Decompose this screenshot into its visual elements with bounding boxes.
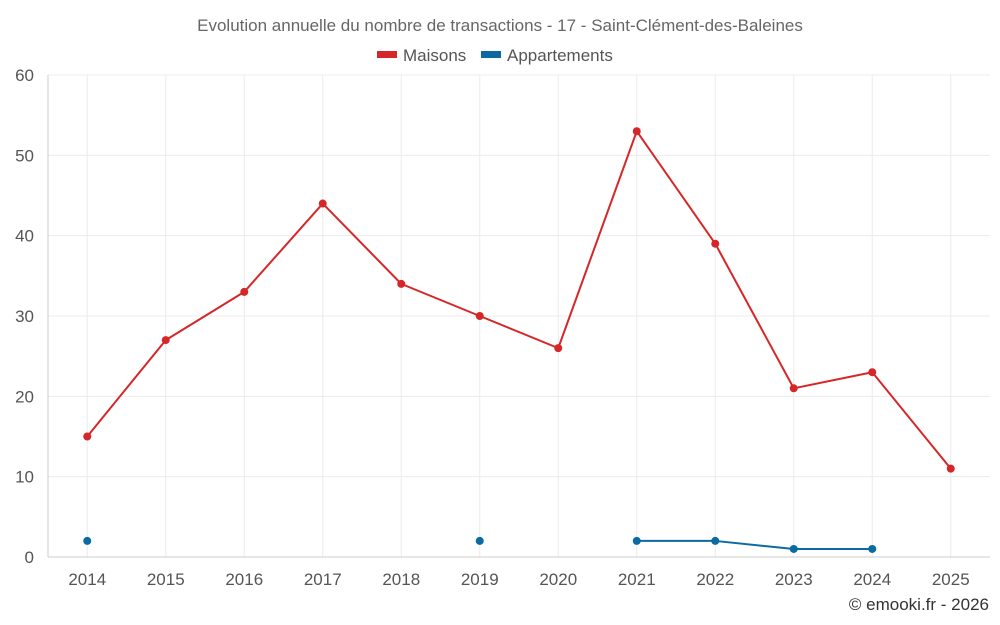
series-layer	[83, 127, 955, 553]
x-tick-label-2018: 2018	[382, 570, 420, 589]
x-tick-label-2025: 2025	[932, 570, 970, 589]
y-tick-label-60: 60	[15, 66, 34, 85]
legend-label-maisons: Maisons	[403, 46, 466, 65]
legend-swatch-maisons	[377, 51, 397, 58]
data-point-appartements-2014	[83, 536, 92, 545]
data-point-appartements-2023	[789, 544, 798, 553]
legend: Maisons Appartements	[377, 46, 613, 65]
data-point-maisons-2018	[397, 279, 406, 288]
data-point-maisons-2025	[946, 464, 955, 473]
legend-item-maisons[interactable]: Maisons	[377, 46, 466, 65]
chart-title: Evolution annuelle du nombre de transact…	[197, 16, 803, 35]
data-point-appartements-2021	[632, 536, 641, 545]
y-tick-label-10: 10	[15, 468, 34, 487]
y-tick-label-20: 20	[15, 387, 34, 406]
x-tick-label-2022: 2022	[696, 570, 734, 589]
x-tick-label-2014: 2014	[68, 570, 106, 589]
x-tick-label-2020: 2020	[539, 570, 577, 589]
y-tick-label-0: 0	[25, 548, 34, 567]
data-point-maisons-2015	[161, 336, 170, 345]
y-tick-label-30: 30	[15, 307, 34, 326]
data-point-appartements-2019	[475, 536, 484, 545]
grid	[48, 74, 990, 557]
series-line-appartements-2	[636, 539, 873, 550]
data-point-maisons-2020	[554, 344, 563, 353]
legend-label-appartements: Appartements	[507, 46, 613, 65]
y-axis: 0 10 20 30 40 50 60	[15, 66, 49, 567]
data-point-maisons-2021	[632, 127, 641, 136]
credit-text: © emooki.fr - 2026	[849, 595, 989, 614]
legend-swatch-appartements	[481, 51, 501, 58]
data-point-appartements-2022	[711, 536, 720, 545]
x-tick-label-2019: 2019	[461, 570, 499, 589]
data-point-appartements-2024	[868, 544, 877, 553]
x-axis: 2014 2015 2016 2017 2018 2019 2020 2021 2022 2023…	[48, 556, 990, 589]
x-tick-label-2016: 2016	[225, 570, 263, 589]
data-point-maisons-2023	[789, 384, 798, 393]
data-point-maisons-2019	[475, 312, 484, 320]
legend-item-appartements[interactable]: Appartements	[481, 46, 613, 65]
data-point-maisons-2014	[83, 432, 92, 441]
series-line-maisons-0	[86, 130, 952, 470]
y-tick-label-50: 50	[15, 146, 34, 165]
x-tick-label-2015: 2015	[147, 570, 185, 589]
x-tick-label-2023: 2023	[775, 570, 813, 589]
data-point-maisons-2016	[240, 287, 249, 296]
y-tick-label-40: 40	[15, 227, 34, 246]
x-tick-label-2024: 2024	[853, 570, 891, 589]
data-point-maisons-2017	[318, 199, 327, 208]
data-point-maisons-2024	[868, 368, 877, 377]
data-point-maisons-2022	[711, 239, 720, 248]
x-tick-label-2017: 2017	[304, 570, 342, 589]
x-tick-label-2021: 2021	[618, 570, 656, 589]
